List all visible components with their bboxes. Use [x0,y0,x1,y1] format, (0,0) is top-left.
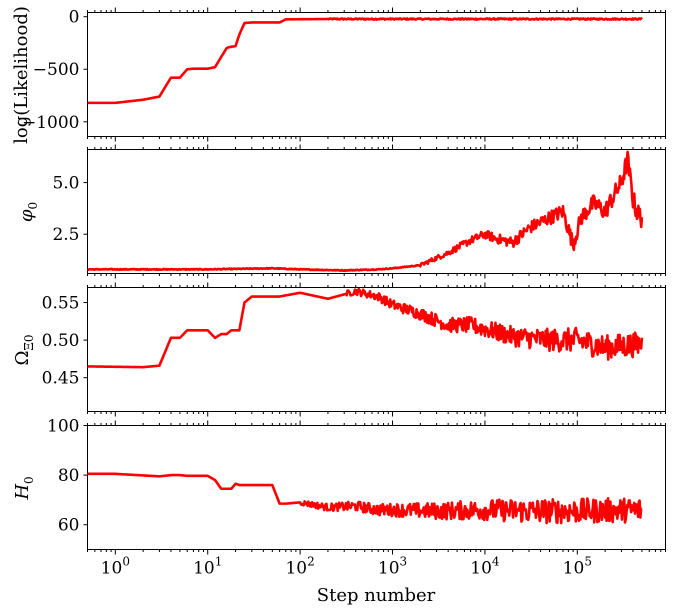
panel-h0: 100 80 60 H0 100 101 102 103 104 105 Step numbe… [12,417,666,606]
y-ticks: 100 80 60 [47,417,88,536]
panel-frame [87,287,666,412]
panel-phi0: 5.0 2.5 φ0 [16,144,666,279]
y-ticks: 0.55 0.50 0.45 [42,294,88,389]
x-tick-label: 104 [470,555,500,579]
y-axis-label-sub: 0 [22,476,36,484]
y-axis-label: φ0 [16,202,40,222]
y-ticks: 0 −500 −1000 [22,8,88,133]
x-tick-label: 100 [101,555,130,579]
y-axis-label: H0 [12,476,36,500]
y-tick-label: −500 [33,60,80,80]
trace-line [86,287,644,369]
y-axis-label-main: H [12,484,33,501]
x-tick-label: 101 [193,555,222,579]
x-tick-label: 103 [378,555,407,579]
trace-line [86,17,643,105]
y-tick-label: 0.55 [42,294,80,314]
panel-omega-xi0: 0.55 0.50 0.45 ΩΞ0 [12,282,666,417]
y-ticks: 5.0 2.5 [52,174,88,245]
x-ticks [87,420,666,555]
panel-log-likelihood: 0 −500 −1000 log(Likelihood) [11,6,666,144]
y-tick-label: −1000 [22,113,80,133]
y-axis-label-sub: 0 [26,202,40,210]
y-tick-label: 100 [47,417,79,437]
x-axis-label: Step number [317,585,436,606]
y-tick-label: 2.5 [52,225,79,245]
x-ticks [87,7,666,142]
trace-line [86,150,644,273]
y-tick-label: 0.50 [42,331,80,351]
y-tick-label: 0.45 [42,369,80,389]
x-tick-labels: 100 101 102 103 104 105 [101,555,592,579]
y-tick-label: 60 [58,516,80,536]
y-axis-label: ΩΞ0 [12,334,36,365]
y-axis-label-sub: Ξ0 [22,334,36,350]
trace-line [86,472,643,525]
y-tick-label: 80 [58,466,80,486]
x-ticks [87,282,666,417]
panel-frame [87,12,666,137]
y-axis-label-main: Ω [12,351,33,366]
panel-frame [87,149,666,274]
panel-frame [87,425,666,550]
x-ticks [87,144,666,279]
x-tick-label: 105 [563,555,592,579]
y-tick-label: 5.0 [52,174,79,194]
y-tick-label: 0 [69,8,80,28]
y-axis-label-main: φ [16,209,37,222]
x-tick-label: 102 [285,555,314,579]
y-axis-label: log(Likelihood) [11,6,32,144]
